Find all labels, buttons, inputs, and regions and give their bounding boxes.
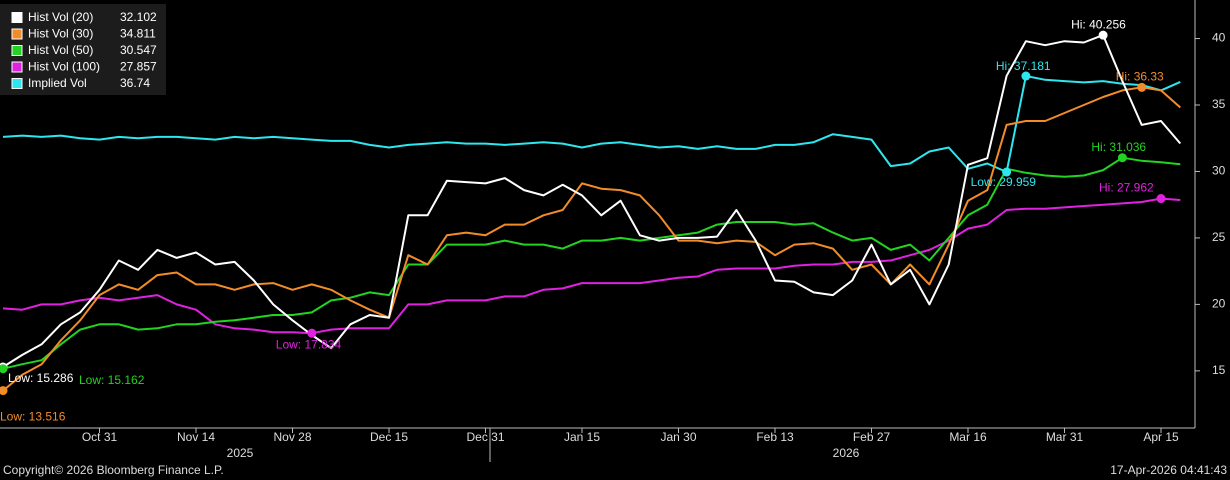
- high-marker: [1098, 30, 1108, 40]
- legend-swatch: [11, 28, 23, 40]
- legend-swatch: [11, 61, 23, 73]
- high-label: Hi: 36.33: [1116, 69, 1164, 83]
- y-tick-label: 30: [1212, 164, 1226, 178]
- x-tick-label: Dec 15: [370, 430, 408, 444]
- high-marker: [1117, 153, 1127, 163]
- series-line: [2, 34, 1182, 368]
- year-label: 2025: [227, 446, 254, 460]
- y-tick-label: 35: [1212, 97, 1226, 111]
- series-line: [2, 86, 1181, 392]
- low-label: Low: 29.959: [971, 175, 1037, 189]
- legend-box: [0, 4, 166, 95]
- x-tick-label: Nov 14: [177, 430, 215, 444]
- x-tick-label: Dec 31: [466, 430, 504, 444]
- high-label: Hi: 37.181: [996, 59, 1051, 73]
- low-label: Low: 15.286: [8, 371, 74, 385]
- high-label: Hi: 27.962: [1099, 181, 1154, 195]
- low-label: Low: 17.834: [276, 337, 342, 351]
- high-label: Hi: 31.036: [1091, 140, 1146, 154]
- legend-swatch: [11, 12, 23, 23]
- x-tick-label: Mar 31: [1046, 430, 1084, 444]
- low-label: Low: 15.162: [79, 373, 145, 387]
- legend-value: 34.811: [120, 27, 156, 41]
- x-tick-label: Jan 15: [564, 430, 600, 444]
- series-line: [2, 156, 1181, 370]
- y-tick-label: 40: [1212, 31, 1226, 45]
- y-tick-label: 25: [1212, 230, 1226, 244]
- series-line: [2, 75, 1181, 173]
- x-tick-label: Feb 13: [756, 430, 794, 444]
- copyright: Copyright© 2026 Bloomberg Finance L.P.: [3, 463, 224, 477]
- legend-label: Hist Vol (100): [28, 60, 100, 74]
- plot-area: Hi: 40.256 Low: 15.286 Hi: 36.33 Low: 13.51…: [0, 17, 1182, 424]
- high-marker: [1137, 82, 1147, 92]
- x-tick-label: Nov 28: [273, 430, 311, 444]
- timestamp: 17-Apr-2026 04:41:43: [1110, 463, 1227, 477]
- legend-swatch: [11, 45, 23, 56]
- low-marker: [0, 386, 8, 396]
- x-tick-label: Mar 16: [949, 430, 987, 444]
- high-marker: [1156, 194, 1166, 204]
- x-tick-label: Apr 15: [1143, 430, 1179, 444]
- legend-value: 32.102: [120, 10, 157, 24]
- high-label: Hi: 40.256: [1071, 17, 1126, 31]
- x-tick-label: Jan 30: [660, 430, 696, 444]
- x-tick-label: Oct 31: [82, 430, 118, 444]
- low-marker: [307, 328, 317, 338]
- high-marker: [1021, 71, 1031, 81]
- legend-label: Hist Vol (50): [28, 43, 93, 57]
- x-tick-label: Feb 27: [853, 430, 891, 444]
- legend-value: 36.74: [120, 76, 150, 90]
- low-marker: [1002, 167, 1012, 177]
- legend-swatch: [11, 78, 23, 89]
- legend-label: Implied Vol: [28, 76, 87, 90]
- y-tick-label: 20: [1212, 297, 1226, 311]
- legend-label: Hist Vol (20): [28, 10, 93, 24]
- y-tick-label: 15: [1212, 363, 1226, 377]
- year-label: 2026: [833, 446, 860, 460]
- legend-value: 30.547: [120, 43, 157, 57]
- series-line: [2, 197, 1181, 335]
- legend-value: 27.857: [120, 60, 157, 74]
- low-label: Low: 13.516: [0, 410, 66, 424]
- low-marker: [0, 364, 8, 374]
- legend-label: Hist Vol (30): [28, 27, 93, 41]
- legend: Hist Vol (20) 32.102 Hist Vol (30) 34.811 Hi…: [0, 4, 166, 95]
